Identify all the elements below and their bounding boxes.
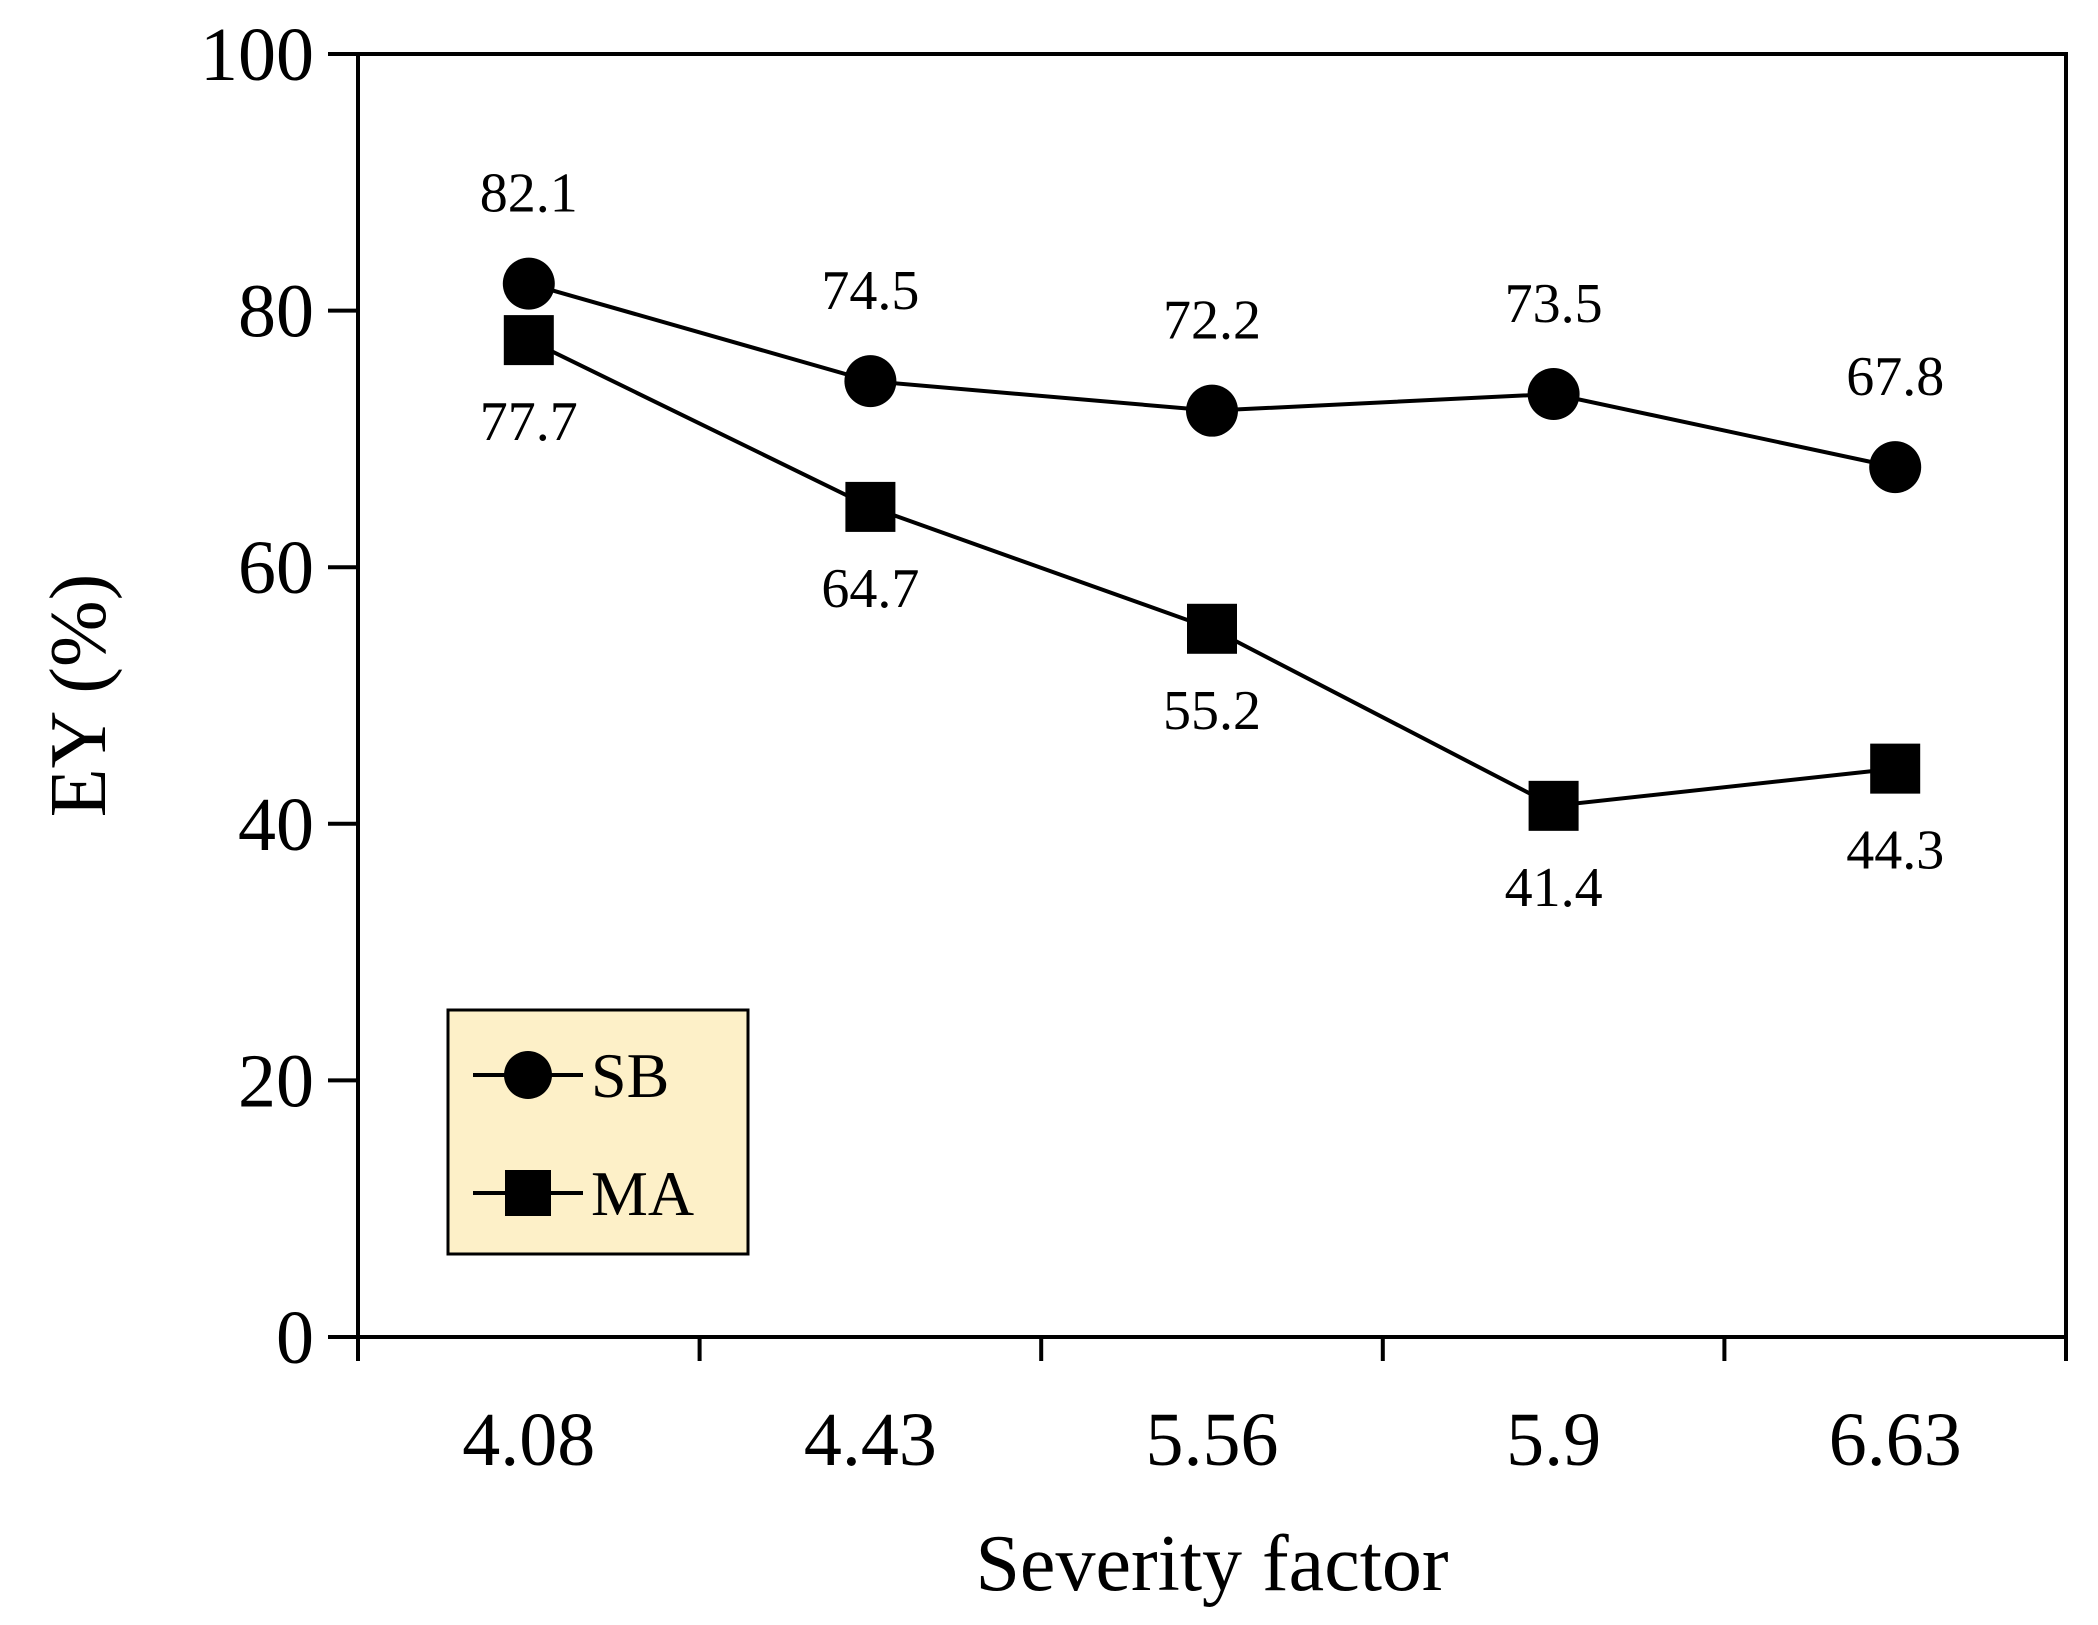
data-point-sb bbox=[844, 355, 897, 408]
series-sb: 82.1 74.5 72.2 73.5 67.8 bbox=[480, 163, 1944, 494]
data-point-sb bbox=[1869, 441, 1922, 494]
legend-marker-square bbox=[505, 1170, 551, 1216]
x-axis-title: Severity factor bbox=[975, 1520, 1448, 1608]
data-label-ma: 64.7 bbox=[821, 558, 919, 620]
y-tick-label: 100 bbox=[200, 13, 314, 97]
x-tick-label: 5.56 bbox=[1146, 1398, 1279, 1482]
data-label-ma: 44.3 bbox=[1846, 820, 1944, 882]
x-tick-label: 5.9 bbox=[1506, 1398, 1601, 1482]
legend-label: MA bbox=[591, 1158, 694, 1229]
y-tick-label: 40 bbox=[238, 783, 314, 867]
data-label-sb: 74.5 bbox=[821, 260, 919, 322]
data-point-sb bbox=[502, 257, 555, 310]
y-axis-title: EY (%) bbox=[35, 574, 123, 818]
series-ma: 77.7 64.7 55.2 41.4 44.3 bbox=[480, 315, 1944, 919]
data-point-ma bbox=[1528, 780, 1579, 831]
series-layer: 82.1 74.5 72.2 73.5 67.8 77.7 64.7 55.2 41.4 44.3 bbox=[480, 163, 1944, 919]
data-label-sb: 82.1 bbox=[480, 163, 578, 225]
data-point-ma bbox=[845, 481, 896, 532]
legend-marker-circle bbox=[504, 1051, 552, 1099]
data-label-ma: 41.4 bbox=[1505, 857, 1603, 919]
data-point-ma bbox=[1187, 603, 1237, 654]
data-point-sb bbox=[1186, 384, 1238, 437]
legend-item-sb: SB bbox=[473, 1040, 669, 1111]
data-label-sb: 72.2 bbox=[1163, 290, 1261, 352]
data-label-sb: 73.5 bbox=[1505, 273, 1603, 335]
legend-box bbox=[446, 1008, 750, 1256]
y-axis: 0 20 40 60 80 100 bbox=[200, 13, 358, 1380]
y-tick-label: 0 bbox=[276, 1296, 314, 1380]
x-axis: 4.08 4.43 5.56 5.9 6.63 bbox=[356, 1337, 2068, 1482]
y-tick-label: 20 bbox=[238, 1039, 314, 1123]
x-tick-label: 4.43 bbox=[804, 1398, 937, 1482]
plot-frame bbox=[356, 52, 2068, 1339]
data-label-sb: 67.8 bbox=[1846, 346, 1944, 408]
legend-item-ma: MA bbox=[473, 1158, 694, 1229]
data-label-ma: 77.7 bbox=[480, 391, 578, 453]
x-tick-label: 6.63 bbox=[1829, 1398, 1962, 1482]
legend-label: SB bbox=[591, 1040, 669, 1111]
data-point-ma bbox=[1870, 743, 1921, 794]
x-tick-label: 4.08 bbox=[462, 1398, 595, 1482]
y-tick-label: 80 bbox=[238, 270, 314, 354]
data-label-ma: 55.2 bbox=[1163, 680, 1261, 742]
plot-border bbox=[356, 52, 2068, 1339]
data-point-sb bbox=[1527, 367, 1580, 420]
data-point-ma bbox=[503, 315, 554, 366]
y-tick-label: 60 bbox=[238, 526, 314, 610]
legend: SB MA bbox=[446, 1008, 750, 1256]
